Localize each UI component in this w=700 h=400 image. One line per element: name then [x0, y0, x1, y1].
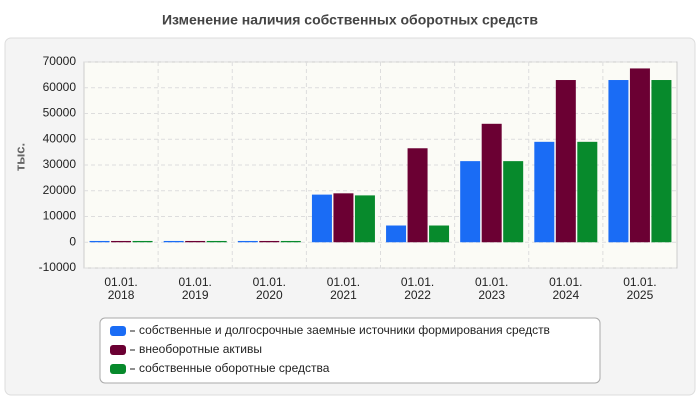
bar: [481, 123, 502, 243]
bar: [111, 240, 132, 243]
bar: [333, 193, 354, 243]
bar: [132, 240, 153, 243]
bar: [577, 141, 598, 243]
bar: [386, 225, 407, 243]
legend-swatch: [110, 345, 126, 355]
y-tick-label: 20000: [43, 183, 77, 197]
y-tick-label: -10000: [39, 260, 77, 274]
x-tick-label: 01.01. 2022: [400, 275, 435, 302]
bar: [259, 240, 280, 243]
y-axis-label: тыс.: [12, 143, 27, 171]
legend: [99, 317, 601, 384]
bar: [163, 240, 184, 243]
bar: [651, 80, 672, 243]
bar: [237, 240, 258, 243]
chart-title: Изменение наличия собственных оборотных …: [162, 12, 538, 28]
bar: [407, 148, 428, 243]
bar: [503, 161, 524, 243]
bar: [354, 195, 375, 243]
x-tick-label: 01.01. 2024: [549, 275, 583, 302]
bar: [629, 68, 650, 243]
y-tick-label: 10000: [43, 209, 77, 223]
bar: [89, 240, 110, 243]
x-tick-label: 01.01. 2020: [252, 275, 286, 302]
x-tick-label: 01.01. 2019: [178, 275, 212, 302]
bar: [311, 194, 332, 243]
legend-swatch: [110, 326, 126, 336]
bar: [460, 161, 481, 243]
y-tick-label: 30000: [43, 157, 77, 171]
bar: [534, 141, 555, 243]
x-tick-label: 01.01. 2023: [475, 275, 509, 302]
bar: [429, 225, 450, 243]
bar: [555, 80, 576, 243]
bar: [608, 80, 629, 243]
x-tick-label: 01.01. 2018: [104, 275, 138, 302]
bar: [206, 240, 227, 243]
bar: [185, 240, 206, 243]
legend-label: собственные оборотные средства: [139, 361, 330, 375]
y-tick-label: 40000: [43, 131, 77, 145]
legend-swatch: [110, 364, 126, 374]
x-tick-label: 01.01. 2025: [623, 275, 657, 302]
y-tick-label: 0: [69, 234, 76, 248]
y-tick-label: 60000: [43, 80, 77, 94]
bar: [280, 240, 301, 243]
legend-label: собственные и долгосрочные заемные источ…: [139, 323, 550, 337]
x-tick-label: 01.01. 2021: [326, 275, 361, 302]
y-tick-label: 70000: [43, 54, 77, 68]
y-tick-label: 50000: [43, 106, 77, 120]
legend-label: внеоборотные активы: [139, 342, 262, 356]
